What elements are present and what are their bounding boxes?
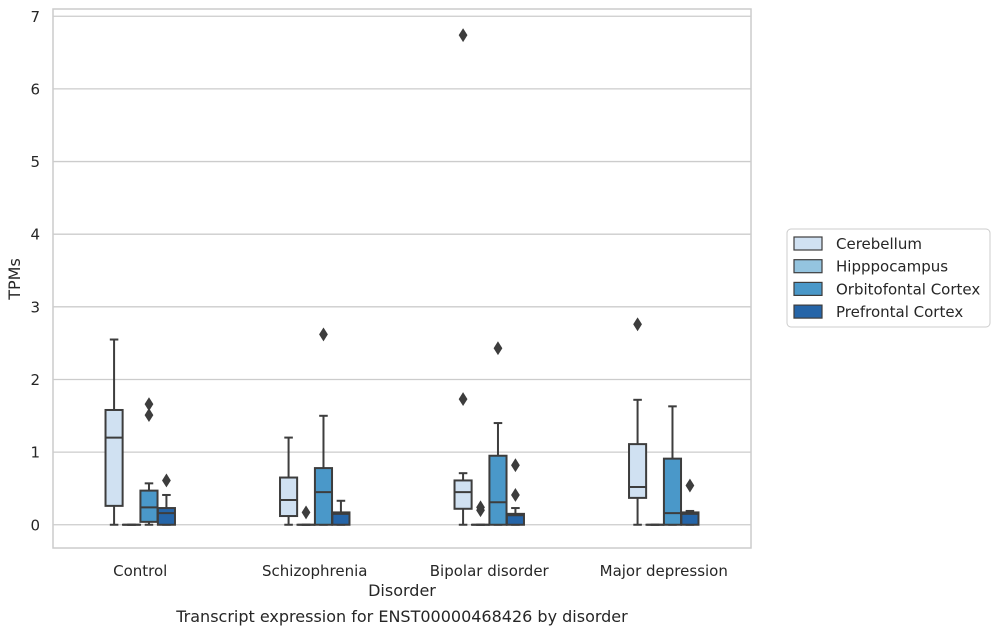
legend-label: Hipppocampus [836,258,948,276]
y-tick-label: 7 [30,8,40,26]
outlier-point [459,29,467,41]
box-group [629,318,646,524]
legend: Cerebellum Hipppocampus Orbitofontal Corte… [787,229,990,327]
box [315,468,332,525]
box-group [280,438,297,525]
box-group [297,506,314,524]
boxes [106,29,699,525]
y-tick-label: 6 [30,80,40,98]
legend-swatch [794,282,822,295]
outlier-point [320,328,328,340]
box-group [315,328,332,524]
box-group [455,29,472,525]
x-tick-label: Bipolar disorder [430,562,550,580]
box-group [332,501,349,525]
y-tick-label: 0 [30,516,40,534]
box-group [158,474,175,524]
box [106,410,123,506]
outlier-point [459,393,467,405]
outlier-point [494,342,502,354]
y-tick-label: 4 [30,226,40,244]
legend-label: Cerebellum [836,235,922,253]
outlier-point [512,459,520,471]
x-tick-label: Schizophrenia [262,562,367,580]
y-tick-label: 5 [30,153,40,171]
box-group [507,459,524,525]
x-axis-label: Disorder [368,581,436,600]
box [158,508,175,525]
outlier-point [512,489,520,501]
outlier-point [302,506,310,518]
box [280,478,297,516]
box [489,456,506,525]
box-group [489,342,506,525]
box-group [681,480,698,525]
x-tick-label: Control [113,562,167,580]
box-group [664,406,681,524]
outlier-point [163,474,171,486]
box [629,444,646,498]
y-tick-label: 3 [30,298,40,316]
outlier-point [145,398,153,410]
legend-label: Orbitofontal Cortex [836,280,980,298]
box-group [106,340,123,525]
outlier-point [686,480,694,492]
outlier-point [634,318,642,330]
legend-swatch [794,305,822,318]
box [455,480,472,508]
y-axis-label: TPMs [5,258,24,301]
box-group [140,398,157,525]
box-group [472,501,489,524]
x-tick-label: Major depression [600,562,728,580]
y-axis-ticks: 0 1 2 3 4 5 6 7 [30,8,40,534]
box [664,459,681,525]
x-axis-ticks: Control Schizophrenia Bipolar disorder Majo… [113,562,728,580]
y-tick-label: 1 [30,444,40,462]
chart-title: Transcript expression for ENST0000046842… [175,607,628,626]
y-tick-label: 2 [30,371,40,389]
box [140,491,157,522]
legend-swatch [794,260,822,273]
legend-label: Prefrontal Cortex [836,303,963,321]
legend-swatch [794,237,822,250]
